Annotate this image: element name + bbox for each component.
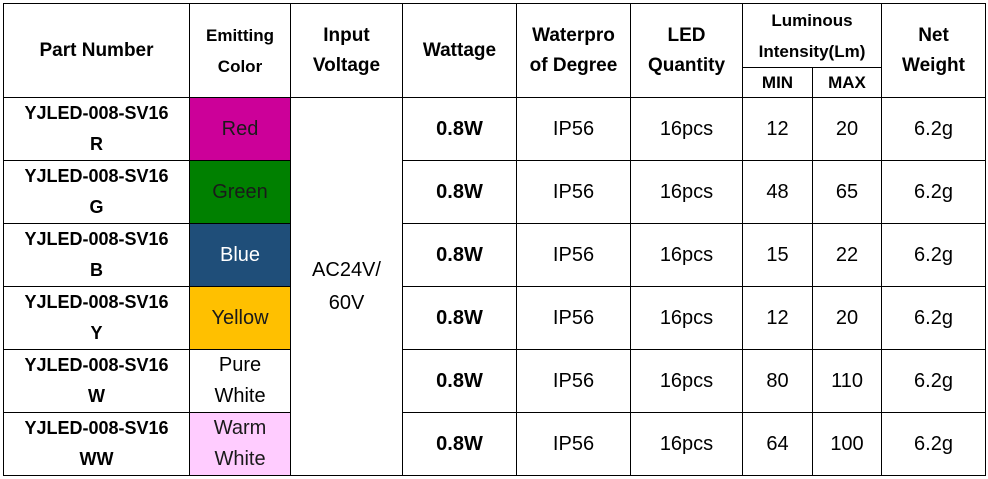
wattage-cell: 0.8W [402,412,517,476]
luminous-max-cell: 20 [811,286,883,350]
luminous-max-cell: 100 [811,412,883,476]
emitting-color-cell: Pure White [189,349,291,413]
led-quantity-cell: 16pcs [630,286,743,350]
net-weight-cell: 6.2g [881,97,987,161]
table-row: YJLED-008-SV16 Y Yellow 0.8W IP56 16pcs 12 20 6.… [3,286,987,350]
waterproof-cell: IP56 [516,349,631,413]
luminous-min-cell: 15 [742,223,813,287]
header-input-voltage: Input Voltage [290,3,403,98]
part-number-cell: YJLED-008-SV16 R [3,97,190,161]
waterproof-cell: IP56 [516,412,631,476]
spec-table: Part Number Emitting Color Input Voltage… [3,3,987,476]
luminous-max-cell: 22 [811,223,883,287]
luminous-min-cell: 12 [742,97,813,161]
part-number-cell: YJLED-008-SV16 G [3,160,190,224]
luminous-min-cell: 64 [742,412,813,476]
led-quantity-cell: 16pcs [630,160,743,224]
waterproof-cell: IP56 [516,286,631,350]
luminous-min-cell: 48 [742,160,813,224]
led-quantity-cell: 16pcs [630,412,743,476]
table-body: YJLED-008-SV16 R Red AC24V/60V 0.8W IP56 16pcs… [3,97,987,476]
led-quantity-cell: 16pcs [630,349,743,413]
table-row: YJLED-008-SV16 R Red AC24V/60V 0.8W IP56 16pcs… [3,97,987,476]
luminous-max-cell: 65 [811,160,883,224]
header-part-number: Part Number [3,3,190,98]
table-row: YJLED-008-SV16 WW Warm White 0.8W IP56 16pcs 64… [3,412,987,476]
header-wattage: Wattage [402,3,517,98]
net-weight-cell: 6.2g [881,286,987,350]
subheader-row: MIN MAX [4,67,986,98]
table-row: YJLED-008-SV16 G Green 0.8W IP56 16pcs 48 65 6.2… [3,160,987,224]
emitting-color-cell: Red [189,97,291,161]
luminous-min-cell: 80 [742,349,813,413]
wattage-cell: 0.8W [402,349,517,413]
wattage-cell: 0.8W [402,223,517,287]
net-weight-cell: 6.2g [881,412,987,476]
header-min: MIN [742,67,813,98]
table-row: YJLED-008-SV16 B Blue 0.8W IP56 16pcs 15 22 6.2g [3,223,987,287]
header-led-quantity: LED Quantity [630,3,743,98]
emitting-color-cell: Yellow [189,286,291,350]
emitting-color-cell: Warm White [189,412,291,476]
waterproof-cell: IP56 [516,223,631,287]
wattage-cell: 0.8W [402,97,517,161]
wattage-cell: 0.8W [402,286,517,350]
header-emitting-color: Emitting Color [189,3,291,98]
part-number-cell: YJLED-008-SV16 Y [3,286,190,350]
part-number-cell: YJLED-008-SV16 WW [3,412,190,476]
luminous-max-cell: 20 [811,97,883,161]
header-row: Part Number Emitting Color Input Voltage… [3,3,987,98]
table-row: YJLED-008-SV16 W Pure White 0.8W IP56 16pcs 80 1… [3,349,987,413]
net-weight-cell: 6.2g [881,349,987,413]
wattage-cell: 0.8W [402,160,517,224]
emitting-color-cell: Blue [189,223,291,287]
header-waterproof: Waterpro of Degree [516,3,631,98]
part-number-cell: YJLED-008-SV16 W [3,349,190,413]
net-weight-cell: 6.2g [881,160,987,224]
waterproof-cell: IP56 [516,160,631,224]
part-number-cell: YJLED-008-SV16 B [3,223,190,287]
led-quantity-cell: 16pcs [630,223,743,287]
header-luminous-intensity: Luminous Intensity(Lm) [741,3,883,68]
input-voltage-cell: AC24V/60V [290,97,403,476]
led-quantity-cell: 16pcs [630,97,743,161]
header-net-weight: Net Weight [881,3,987,98]
luminous-min-cell: 12 [742,286,813,350]
emitting-color-cell: Green [189,160,291,224]
net-weight-cell: 6.2g [881,223,987,287]
luminous-max-cell: 110 [811,349,883,413]
header-max: MAX [811,67,883,98]
waterproof-cell: IP56 [516,97,631,161]
